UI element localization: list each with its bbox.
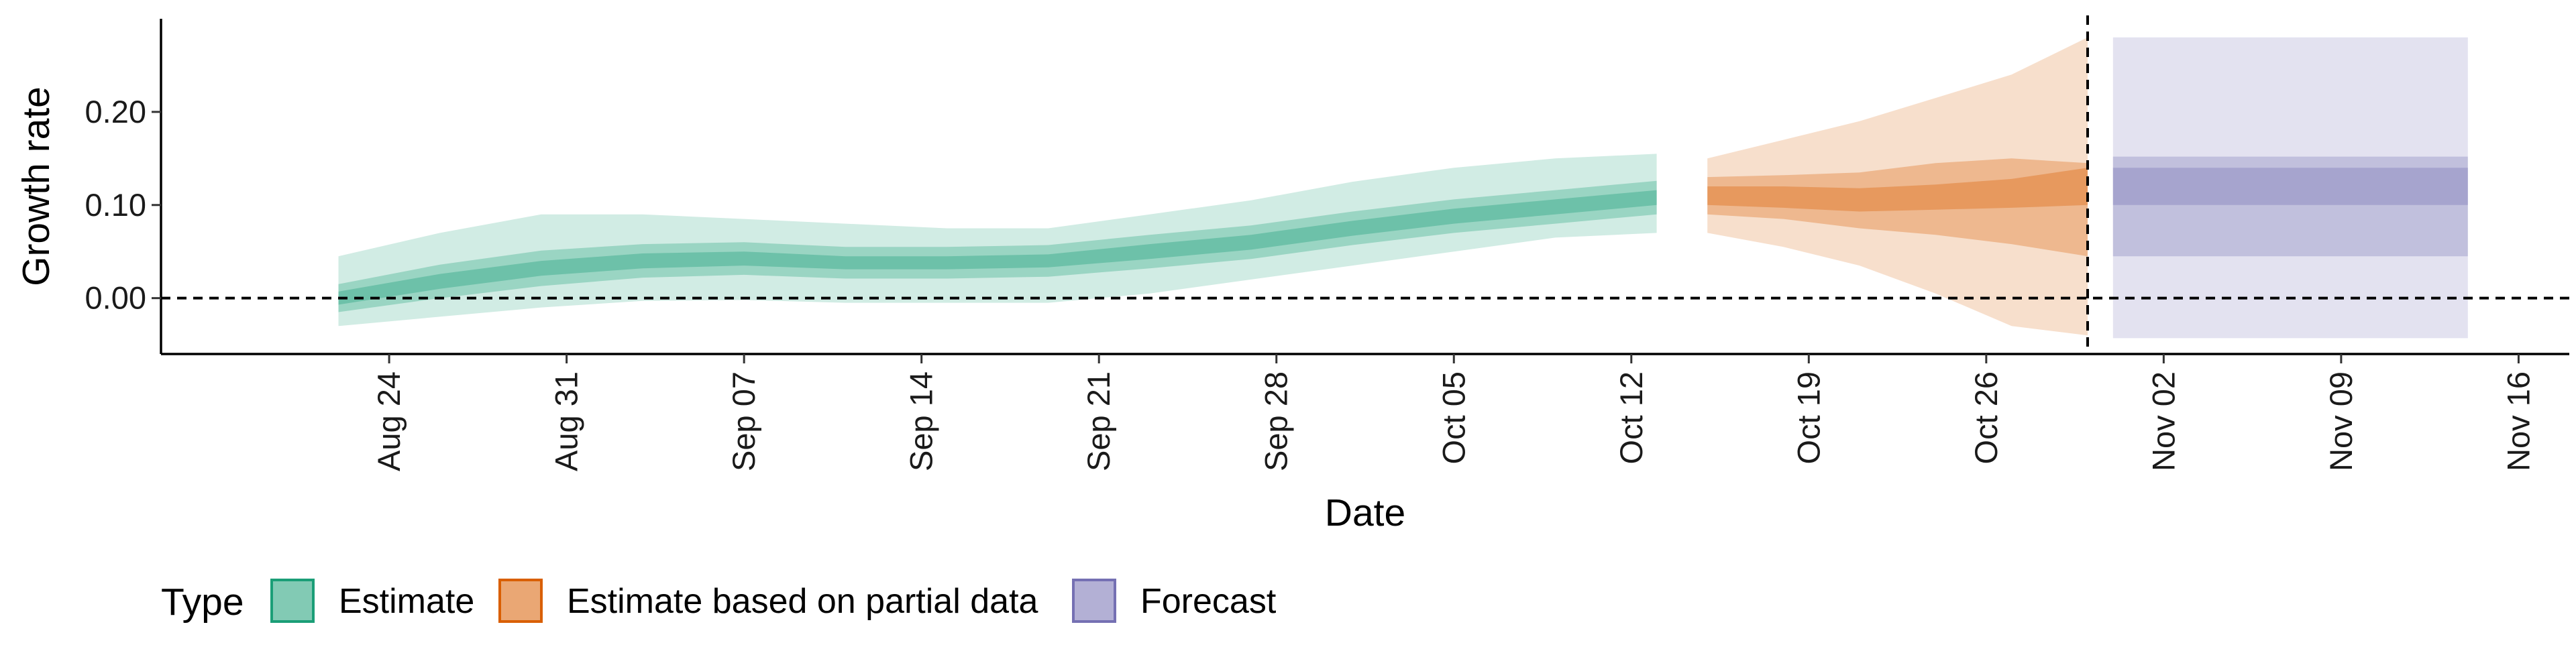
legend-label-forecast: Forecast xyxy=(1140,582,1277,621)
x-tick-label: Sep 21 xyxy=(1081,371,1116,471)
x-tick-label: Sep 28 xyxy=(1258,371,1294,471)
y-tick-label: 0.00 xyxy=(85,280,146,316)
legend-label-estimate: Estimate xyxy=(339,582,474,621)
legend-swatch-forecast xyxy=(1072,579,1116,623)
estimate-based-on-partial-data-band-50 xyxy=(1707,158,2088,257)
legend-item-forecast: Forecast xyxy=(1072,579,1277,623)
x-tick-label: Oct 26 xyxy=(1968,371,2004,464)
legend-label-estimate-based-on-partial-data: Estimate based on partial data xyxy=(567,582,1038,621)
x-tick-label: Nov 02 xyxy=(2145,371,2181,471)
forecast-band-50 xyxy=(2112,156,2468,257)
x-tick-label: Sep 07 xyxy=(726,371,761,471)
axes: 0.00 0.10 0.20 Aug 24 Aug 31 Sep 07 Sep 14 Sep … xyxy=(85,19,2569,471)
x-tick-label: Oct 12 xyxy=(1613,371,1649,464)
legend-swatch-estimate xyxy=(270,579,315,623)
estimate-band-50 xyxy=(338,180,1657,312)
x-tick-label: Oct 05 xyxy=(1436,371,1471,464)
x-tick-label: Aug 31 xyxy=(549,371,584,471)
reference-lines xyxy=(161,15,2569,354)
legend-item-estimate-based-on-partial-data: Estimate based on partial data xyxy=(498,579,1038,623)
legend-title: Type xyxy=(161,581,244,624)
forecast-band-20 xyxy=(2112,168,2468,205)
x-tick-label: Nov 09 xyxy=(2323,371,2359,471)
estimate-based-on-partial-data-band-20 xyxy=(1707,168,2088,212)
ribbon-layer xyxy=(338,37,2468,339)
estimate-based-on-partial-data-band-90 xyxy=(1707,37,2088,336)
x-axis-title: Date xyxy=(1325,491,1405,534)
legend-swatch-estimate-based-on-partial-data xyxy=(498,579,543,623)
y-axis-title: Growth rate xyxy=(15,86,58,286)
x-tick-label: Aug 24 xyxy=(371,371,407,471)
y-tick-label: 0.10 xyxy=(85,187,146,223)
forecast-band-90 xyxy=(2112,37,2468,339)
estimate-band-90 xyxy=(338,154,1657,327)
y-tick-label: 0.20 xyxy=(85,94,146,129)
legend: Type Estimate Estimate based on partial d… xyxy=(161,579,1277,624)
x-tick-label: Nov 16 xyxy=(2500,371,2536,471)
x-tick-label: Oct 19 xyxy=(1790,371,1826,464)
legend-item-estimate: Estimate xyxy=(270,579,474,623)
x-tick-label: Sep 14 xyxy=(904,371,939,471)
